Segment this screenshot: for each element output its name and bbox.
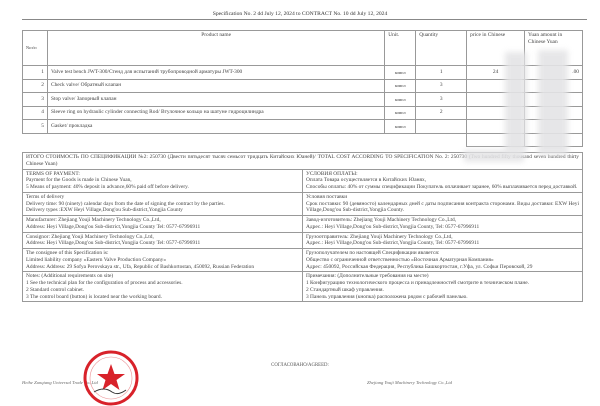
row-number: 1 bbox=[22, 65, 48, 80]
section-line: Limited liability company «Eastern Valve… bbox=[26, 256, 167, 263]
section-line: Address: Address: 29 Sofya Perovskaya st… bbox=[26, 263, 255, 270]
row-number: 3 bbox=[22, 92, 48, 107]
section-ru: Грузополучателем по настоящей Спецификац… bbox=[302, 247, 583, 273]
section-line: TERMS OF PAYMENT: bbox=[26, 170, 80, 177]
section-line: 5 Means of payment: 40% deposit in advan… bbox=[26, 184, 189, 190]
section-line: 2 Стандартный шкаф управления. bbox=[306, 286, 384, 293]
quantity: 2 bbox=[415, 105, 468, 120]
section-en: Notes: (Additional requirements on site)… bbox=[22, 271, 303, 303]
section-line: Общество с ограниченной ответственностью… bbox=[306, 256, 494, 263]
terms-section: The consignee of this Specification is: L… bbox=[22, 247, 583, 273]
product-name: Valve test bench JWT-300/Стенд для испыт… bbox=[46, 65, 386, 80]
table-row: 4 Sleeve ring on hydraulic cylinder conne… bbox=[22, 105, 583, 120]
section-line: Адрес.: Heyi Village,Dong'ou Sub-distric… bbox=[306, 240, 480, 247]
section-line: 2 Standard control cabinet. bbox=[26, 286, 85, 293]
table-header: №п/п Product name Unit. Quantity price i… bbox=[22, 30, 583, 66]
terms-section: Notes: (Additional requirements on site)… bbox=[22, 271, 583, 303]
col-quantity: Quantity bbox=[415, 30, 468, 66]
section-line: Оплата Товара осуществляется в Китайских… bbox=[306, 177, 427, 184]
section-line: Условия поставки bbox=[306, 193, 348, 200]
section-line: Terms of delivery bbox=[26, 193, 65, 200]
quantity: 3 bbox=[415, 78, 468, 93]
section-en: Terms of delivery Delivery time: 90 (nine… bbox=[22, 191, 303, 217]
terms-section: Terms of delivery Delivery time: 90 (nine… bbox=[22, 191, 583, 217]
section-en: Consignor: Zhejiang Youji Machinery Tech… bbox=[22, 231, 303, 249]
quantity: 1 bbox=[415, 65, 468, 80]
section-line: Payment for the Goods is made in Chinese… bbox=[26, 177, 132, 184]
unit: компл bbox=[384, 65, 417, 80]
section-ru: Условия поставки Срок поставки: 90 (девян… bbox=[302, 191, 583, 217]
section-line: 1 See the technical plan for the configu… bbox=[26, 280, 183, 286]
section-line: Manufacturer: Zhejiang Youji Machinery T… bbox=[26, 217, 161, 223]
row-number: 2 bbox=[22, 78, 48, 93]
section-en: The consignee of this Specification is: L… bbox=[22, 247, 303, 273]
section-line: Способы оплаты: 40% от суммы спецификаци… bbox=[306, 184, 578, 190]
specification-table: №п/п Product name Unit. Quantity price i… bbox=[22, 30, 583, 147]
terms-section: Consignor: Zhejiang Youji Machinery Tech… bbox=[22, 231, 583, 249]
unit: компл bbox=[384, 119, 417, 134]
table-row: 1 Valve test bench JWT-300/Стенд для испы… bbox=[22, 65, 583, 80]
product-name: Stop valve/ Запорный клапан bbox=[46, 92, 386, 107]
section-line: Notes: (Additional requirements on site) bbox=[26, 273, 114, 280]
col-number: №п/п bbox=[22, 30, 48, 66]
col-product-name: Product name bbox=[46, 30, 386, 66]
quantity bbox=[415, 119, 468, 134]
product-name: Sleeve ring on hydraulic cylinder connec… bbox=[46, 105, 386, 120]
section-line: 3 Панель управления (кнопка) расположена… bbox=[306, 293, 468, 300]
section-line: Delivery time: 90 (ninety) calendar days… bbox=[26, 200, 225, 207]
section-line: The consignee of this Specification is: bbox=[26, 250, 109, 256]
section-line: 1 Конфигурацию технологического процесса… bbox=[306, 280, 529, 286]
section-line: Адрес: 450092, Российская Федерация, Рес… bbox=[306, 263, 533, 270]
section-line: Завод-изготовитель: Zhejiang Youji Machi… bbox=[306, 217, 457, 223]
unit: компл bbox=[384, 105, 417, 120]
section-line: 3 The control board (button) is located … bbox=[26, 293, 162, 300]
section-line: Грузополучателем по настоящей Спецификац… bbox=[306, 250, 440, 256]
product-name: Check valve/ Обратный клапан bbox=[46, 78, 386, 93]
company-seal-stamp bbox=[83, 350, 139, 406]
section-line: Address: Heyi Village,Dong'ou Sub-distri… bbox=[26, 223, 201, 230]
section-line: Срок поставки: 90 (девяносто) календарны… bbox=[306, 200, 579, 214]
section-line: Consignor: Zhejiang Youji Machinery Tech… bbox=[26, 233, 154, 240]
buyer-signature: Heihe Zunqiang Universal Trade Co.,Ltd bbox=[22, 380, 98, 385]
product-name: Gasket/ прокладка bbox=[46, 119, 386, 134]
total-row bbox=[23, 132, 583, 147]
document-header: Specification No. 2 dd July 12, 2024 to … bbox=[212, 11, 388, 17]
row-number: 4 bbox=[22, 105, 48, 120]
table-row: 3 Stop valve/ Запорный клапан компл 3 bbox=[22, 92, 583, 107]
seller-signature: Zhejiang Youji Machinery Technology Co.,… bbox=[367, 380, 452, 385]
col-unit: Unit. bbox=[384, 30, 417, 66]
section-ru: Примечания: (Дополнительные требования н… bbox=[302, 271, 583, 303]
quantity: 3 bbox=[415, 92, 468, 107]
terms-section: Manufacturer: Zhejiang Youji Machinery T… bbox=[22, 215, 583, 233]
terms-section: TERMS OF PAYMENT: Payment for the Goods i… bbox=[22, 168, 583, 193]
section-en: TERMS OF PAYMENT: Payment for the Goods i… bbox=[22, 168, 303, 193]
section-en: Manufacturer: Zhejiang Youji Machinery T… bbox=[22, 215, 303, 233]
section-ru: УСЛОВИЯ ОПЛАТЫ: Оплата Товара осуществляе… bbox=[302, 168, 583, 193]
unit: компл bbox=[384, 78, 417, 93]
section-ru: Завод-изготовитель: Zhejiang Youji Machi… bbox=[302, 215, 583, 233]
unit: компл bbox=[384, 92, 417, 107]
section-line: Адрес.: Heyi Village,Dong'ou Sub-distric… bbox=[306, 223, 480, 230]
section-ru: Грузоотправитель: Zhejiang Youji Machine… bbox=[302, 231, 583, 249]
section-line: Delivery types :EXW Heyi Village,Dong'ou… bbox=[26, 207, 183, 214]
section-line: УСЛОВИЯ ОПЛАТЫ: bbox=[306, 170, 358, 177]
section-line: Грузоотправитель: Zhejiang Youji Machine… bbox=[306, 233, 453, 240]
divider bbox=[22, 19, 587, 20]
section-line: Примечания: (Дополнительные требования н… bbox=[306, 273, 429, 280]
table-row: 2 Check valve/ Обратный клапан компл 3 bbox=[22, 78, 583, 93]
agreed-label: СОГЛАСОВАНО/AGREED: bbox=[271, 363, 329, 368]
section-line: Address: Heyi Village,Dong'ou Sub-distri… bbox=[26, 240, 201, 247]
row-number: 5 bbox=[22, 119, 48, 134]
table-row: 5 Gasket/ прокладка компл bbox=[22, 119, 583, 134]
terms-table: ИТОГО СТОИМОСТЬ ПО СПЕЦИФИКАЦИИ №2: 2507… bbox=[22, 152, 583, 303]
